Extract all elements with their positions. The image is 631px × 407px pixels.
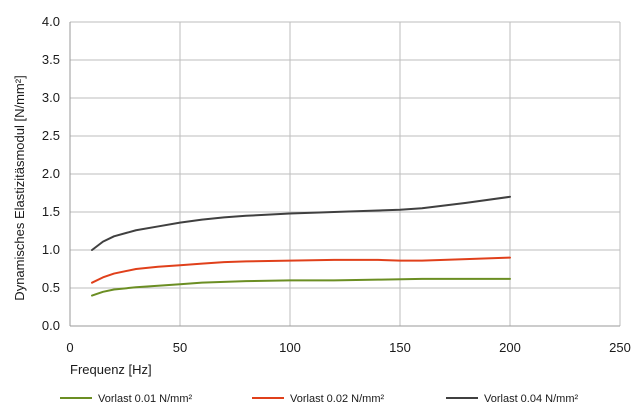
x-axis-label: Frequenz [Hz] [70, 362, 152, 377]
series-line-1 [91, 277, 511, 297]
y-tick-label-0: 0.0 [42, 318, 60, 333]
x-tick-label-3: 150 [389, 340, 411, 355]
x-tick-label-2: 100 [279, 340, 301, 355]
x-tick-label-0: 0 [66, 340, 73, 355]
y-tick-label-1: 0.5 [42, 280, 60, 295]
y-tick-label-4: 2.0 [42, 166, 60, 181]
legend-label-3: Vorlast 0.04 N/mm² [484, 393, 578, 405]
series-lines [91, 195, 511, 297]
y-tick-label-2: 1.0 [42, 242, 60, 257]
y-tick-label-7: 3.5 [42, 52, 60, 67]
y-tick-label-3: 1.5 [42, 204, 60, 219]
y-axis-label: Dynamisches Elastizitäsmodul [N/mm²] [12, 75, 27, 300]
y-tick-label-8: 4.0 [42, 14, 60, 29]
series-line-2 [91, 256, 511, 284]
y-tick-labels: 0.0 0.5 1.0 1.5 2.0 2.5 3.0 3.5 4.0 [42, 14, 60, 333]
y-tick-label-6: 3.0 [42, 90, 60, 105]
x-tick-label-5: 250 [609, 340, 631, 355]
grid-lines [69, 21, 621, 327]
legend-label-1: Vorlast 0.01 N/mm² [98, 393, 192, 405]
x-tick-label-1: 50 [173, 340, 187, 355]
x-tick-label-4: 200 [499, 340, 521, 355]
legend: Vorlast 0.01 N/mm² Vorlast 0.02 N/mm² Vorl… [60, 393, 578, 405]
axes [69, 22, 620, 327]
y-tick-label-5: 2.5 [42, 128, 60, 143]
legend-label-2: Vorlast 0.02 N/mm² [290, 393, 384, 405]
x-tick-labels: 0 50 100 150 200 250 [66, 340, 630, 355]
series-line-3 [91, 195, 511, 251]
